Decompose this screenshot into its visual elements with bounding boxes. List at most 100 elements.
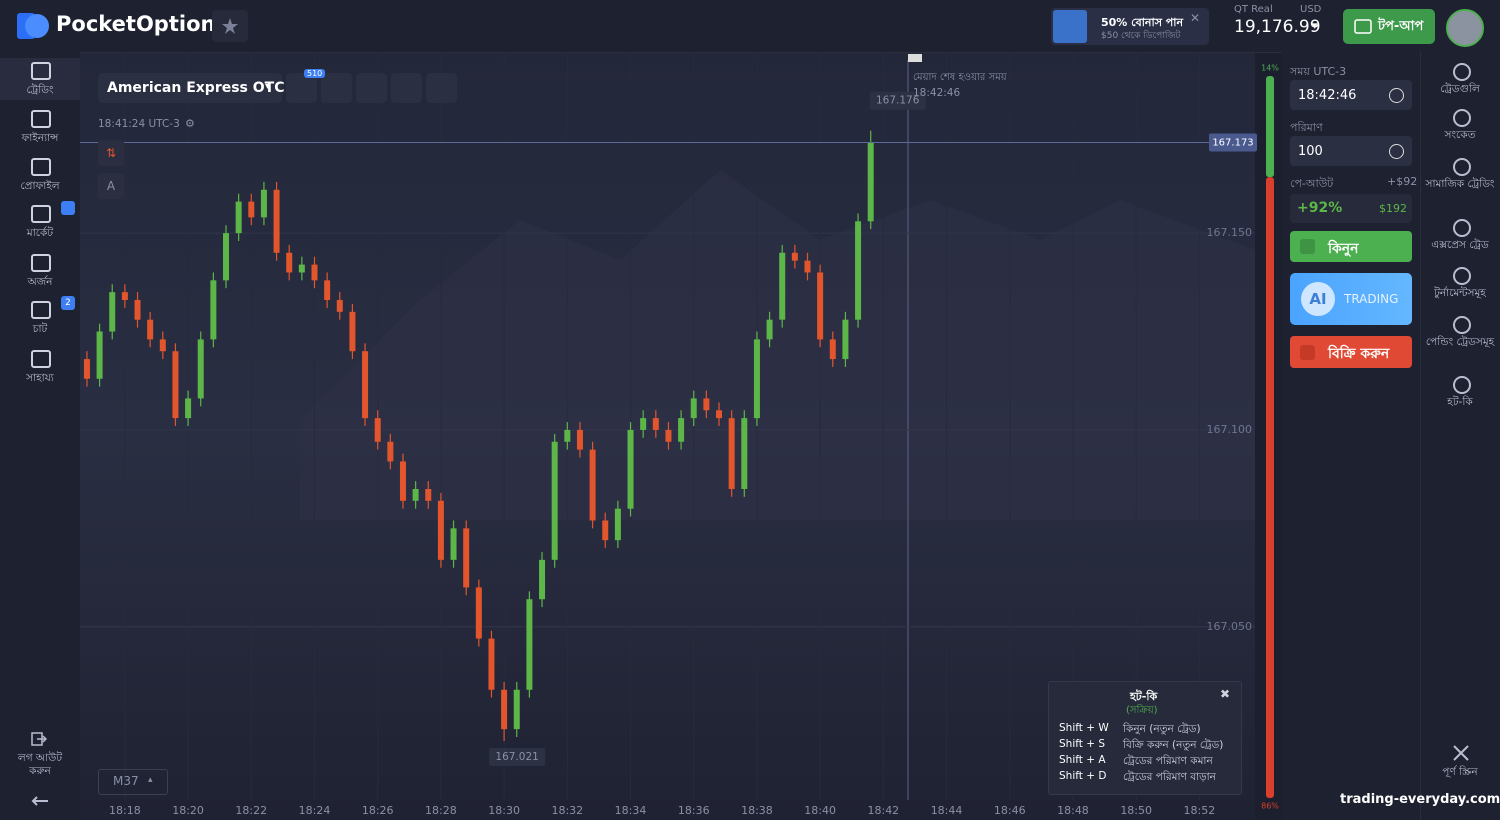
candle-body bbox=[539, 559, 546, 600]
low-label: 167.021 bbox=[495, 751, 538, 763]
left-sidebar bbox=[0, 52, 80, 820]
settings-icon[interactable]: ⚙ bbox=[185, 117, 195, 130]
nav-item[interactable]: অর্জন bbox=[27, 276, 53, 288]
payout-percent: +92% bbox=[1297, 200, 1343, 216]
timeframe-arrow: ▴ bbox=[148, 775, 153, 785]
asset-selector[interactable] bbox=[98, 73, 282, 103]
right-sidebar bbox=[1420, 52, 1500, 820]
candle-body bbox=[703, 398, 710, 411]
nav-item[interactable]: চাট bbox=[32, 323, 48, 335]
candle-body bbox=[235, 201, 242, 234]
x-tick-label: 18:48 bbox=[1057, 804, 1089, 817]
candle-body bbox=[248, 201, 255, 218]
balance-dropdown[interactable]: ▾ bbox=[1312, 19, 1318, 32]
nav-item[interactable]: মার্কেট bbox=[26, 227, 54, 239]
nav-item[interactable]: সাহায্য bbox=[26, 372, 54, 384]
nav-icon bbox=[31, 254, 51, 272]
nav-icon bbox=[1453, 316, 1471, 334]
candle-body bbox=[817, 272, 824, 340]
payout-label: পে-আউট bbox=[1290, 177, 1334, 190]
candle-body bbox=[678, 418, 685, 442]
high-label-box bbox=[869, 91, 926, 110]
hotkey-status: (সক্রিয়) bbox=[1126, 705, 1158, 716]
x-tick-label: 18:22 bbox=[235, 804, 267, 817]
logout[interactable]: লগ আউট করুন bbox=[17, 752, 63, 777]
hotkey-action: ট্রেডের পরিমাণ কমান bbox=[1123, 755, 1213, 767]
candle-body bbox=[867, 142, 874, 222]
topup-button[interactable] bbox=[1343, 9, 1435, 44]
server-time: 18:41:24 UTC-3 bbox=[98, 118, 180, 130]
market-badge bbox=[61, 201, 75, 215]
amount-label: পরিমাণ bbox=[1290, 121, 1323, 134]
hotkey-close[interactable]: ✖ bbox=[1220, 687, 1231, 701]
sell-label: বিক্রি করুন bbox=[1328, 346, 1390, 362]
candle-body bbox=[298, 264, 305, 273]
nav-item[interactable]: ট্রেডগুলি bbox=[1440, 83, 1480, 95]
hotkey-action: কিনুন (নতুন ট্রেড) bbox=[1123, 723, 1201, 735]
nav-item[interactable]: পেন্ডিং ট্রেডসমূহ bbox=[1425, 336, 1495, 348]
tool-button[interactable] bbox=[426, 73, 457, 103]
candle-body bbox=[159, 339, 166, 352]
candle-body bbox=[197, 339, 204, 399]
candle-body bbox=[551, 441, 558, 560]
currency-icon[interactable] bbox=[1389, 144, 1404, 159]
buy-icon bbox=[1300, 239, 1315, 254]
nav-item[interactable]: সংকেত bbox=[1444, 129, 1476, 141]
candle-body bbox=[791, 252, 798, 261]
nav-item[interactable]: ট্রেডিং bbox=[26, 84, 54, 96]
candle-body bbox=[513, 689, 520, 730]
candle-body bbox=[690, 398, 697, 419]
drawing-tool[interactable]: A bbox=[98, 173, 124, 199]
timeframe-selector[interactable] bbox=[98, 769, 168, 795]
ai-badge: AI bbox=[1301, 282, 1335, 316]
watermark: trading-everyday.com bbox=[1340, 792, 1500, 807]
tool-button[interactable] bbox=[321, 73, 352, 103]
x-tick-label: 18:32 bbox=[551, 804, 583, 817]
candle-body bbox=[463, 528, 470, 588]
x-tick-label: 18:44 bbox=[931, 804, 963, 817]
candle-body bbox=[147, 319, 154, 340]
tool-button[interactable] bbox=[286, 73, 317, 103]
candle-body bbox=[728, 418, 735, 489]
candle-body bbox=[273, 189, 280, 253]
fullscreen[interactable]: পূর্ণ স্ক্রিন bbox=[1442, 766, 1478, 778]
avatar[interactable] bbox=[1446, 9, 1484, 47]
current-price-box bbox=[1209, 133, 1257, 152]
trade-panel bbox=[1282, 52, 1420, 820]
sort-tool[interactable]: ⇅ bbox=[98, 140, 124, 166]
time-icon[interactable] bbox=[1389, 88, 1404, 103]
candle-body bbox=[576, 429, 583, 450]
nav-item[interactable]: টুর্নামেন্টসমূহ bbox=[1434, 287, 1486, 299]
bonus-subtitle: $50 থেকে ডিপোজিট bbox=[1101, 31, 1181, 41]
nav-item[interactable]: এক্সপ্রেস ট্রেড bbox=[1431, 239, 1489, 251]
nav-item[interactable]: সামাজিক ট্রেডিং bbox=[1425, 178, 1495, 190]
candle-body bbox=[437, 500, 444, 560]
candle-body bbox=[627, 429, 634, 509]
x-tick-label: 18:52 bbox=[1184, 804, 1216, 817]
hotkey-key: Shift + A bbox=[1059, 754, 1106, 766]
nav-item[interactable]: প্রোফাইল bbox=[20, 180, 60, 192]
nav-item[interactable]: ফাইন্যান্স bbox=[21, 132, 59, 144]
nav-icon bbox=[31, 62, 51, 80]
bonus-close[interactable]: ✕ bbox=[1190, 11, 1201, 25]
balance[interactable]: 19,176.99 bbox=[1234, 17, 1321, 37]
nav-icon bbox=[1453, 376, 1471, 394]
candle-body bbox=[96, 331, 103, 379]
candle-body bbox=[311, 264, 318, 281]
candle-body bbox=[855, 221, 862, 320]
candle-body bbox=[425, 488, 432, 501]
nav-item[interactable]: হট-কি bbox=[1447, 396, 1473, 408]
x-tick-label: 18:30 bbox=[488, 804, 520, 817]
header bbox=[0, 0, 1500, 53]
candle-body bbox=[349, 311, 356, 352]
tool-button[interactable] bbox=[391, 73, 422, 103]
candle-body bbox=[260, 189, 267, 218]
logout-icon bbox=[31, 732, 47, 746]
favorite-button[interactable] bbox=[212, 10, 248, 42]
logo[interactable]: PocketOption bbox=[56, 12, 216, 36]
tool-button[interactable] bbox=[356, 73, 387, 103]
expiry-label: মেয়াদ শেষ হওয়ার সময় bbox=[913, 72, 1007, 83]
collapse-arrow[interactable] bbox=[31, 795, 49, 807]
asset-dropdown: ▾ bbox=[265, 81, 271, 92]
